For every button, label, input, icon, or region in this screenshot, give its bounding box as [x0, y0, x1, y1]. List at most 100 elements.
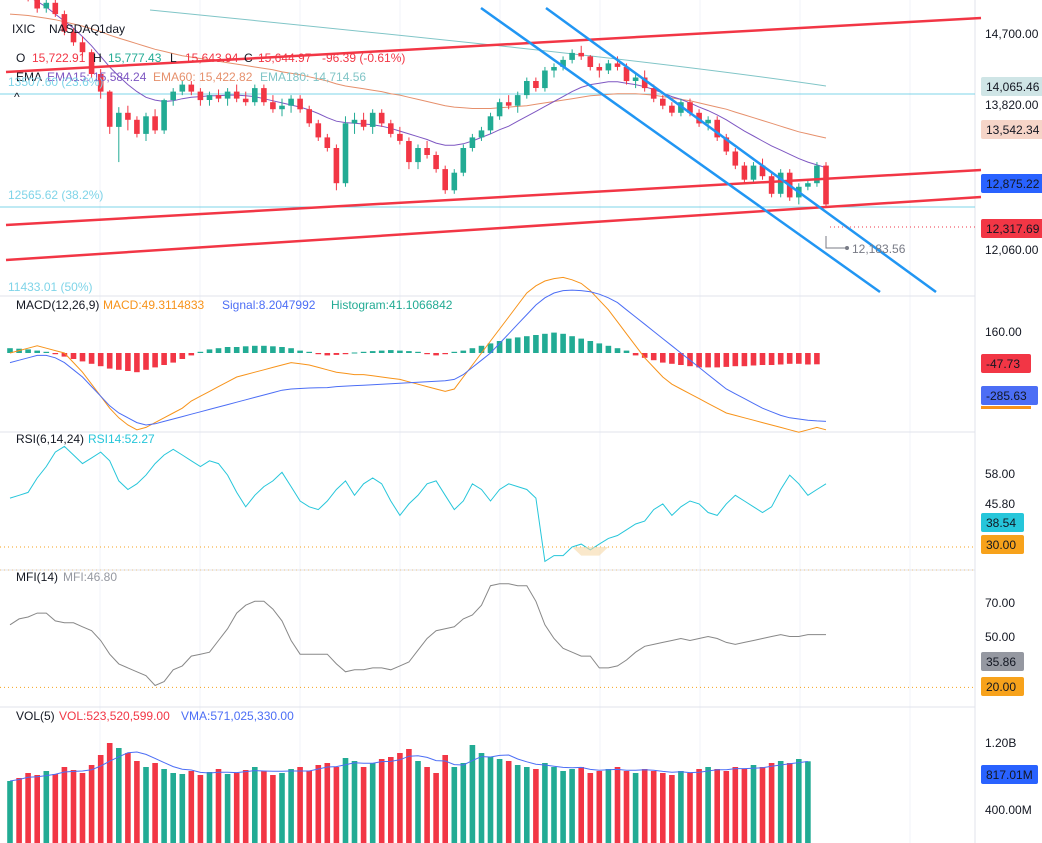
volume-bar: [750, 765, 757, 843]
candle-body: [188, 84, 195, 92]
high-value: 15,777.43: [108, 51, 162, 65]
macd-histogram-bar: [360, 351, 367, 353]
candle-body: [524, 81, 530, 96]
rsi-badge-oversold: 30.00: [986, 538, 1016, 552]
volume-bar: [161, 769, 167, 843]
macd-histogram-bar: [533, 335, 539, 353]
candle-body: [442, 169, 448, 191]
rsi-badge-oversold-bg: [981, 535, 1024, 554]
vma-line: [9, 751, 808, 782]
volume-bar: [242, 770, 249, 843]
volume-bar: [415, 761, 421, 843]
macd-histogram-bar: [415, 351, 421, 353]
candle-body: [533, 81, 539, 88]
volume-bar: [587, 773, 594, 843]
macd-histogram-bar: [705, 353, 711, 368]
marker-leader: [825, 236, 846, 249]
price-badge-ema180-bg: [981, 77, 1042, 96]
macd-histogram-bar: [696, 353, 702, 368]
macd-line: [9, 276, 827, 433]
volume-bar: [25, 773, 31, 843]
macd-histogram-bar: [678, 353, 684, 365]
macd-histogram-bar: [279, 347, 285, 353]
vol-value: VOL:523,520,599.00: [59, 709, 170, 723]
collapse-toggle[interactable]: ^: [14, 90, 20, 104]
volume-bar: [106, 743, 113, 843]
macd-histogram-bar: [252, 345, 258, 353]
volume-pane[interactable]: [7, 743, 811, 843]
rsi-pane[interactable]: [0, 445, 975, 563]
volume-bar: [451, 767, 458, 843]
volume-bar: [433, 773, 439, 843]
price-axis[interactable]: 14,700.00 13,820.00 12,060.00 14,065.46 13,5…: [981, 27, 1042, 817]
macd-badge-macd-strip: [981, 406, 1031, 409]
volume-bar: [605, 769, 612, 843]
macd-histogram-bar: [161, 353, 167, 365]
candle-body: [750, 165, 757, 180]
volume-bar: [125, 753, 131, 843]
volume-bar: [43, 771, 50, 843]
macd-pane[interactable]: [7, 276, 827, 433]
open-label: O: [16, 51, 25, 65]
volume-bar: [669, 775, 675, 843]
macd-histogram-bar: [179, 353, 186, 359]
candle-body: [406, 141, 412, 163]
candle-body: [52, 2, 59, 15]
macd-histogram-bar: [333, 353, 340, 355]
volume-bar: [777, 761, 784, 843]
macd-histogram-bar: [188, 353, 195, 356]
rsi-tick: 58.00: [985, 467, 1015, 481]
price-pane[interactable]: [0, 0, 982, 294]
volume-bar: [805, 761, 811, 843]
trendlines[interactable]: [5, 6, 982, 294]
candle-body: [315, 123, 322, 138]
macd-histogram-bar: [442, 353, 448, 355]
macd-value: MACD:49.3114833: [103, 298, 205, 312]
vol-badge-value-bg: [981, 765, 1038, 784]
volume-bar: [61, 767, 68, 843]
macd-tick: 160.00: [985, 325, 1022, 339]
volume-bar: [206, 772, 213, 843]
macd-histogram-bar: [460, 350, 467, 353]
ema60-value: EMA60: 15,422.82: [153, 70, 253, 84]
volume-bar: [551, 767, 557, 843]
macd-histogram-bar: [750, 353, 757, 366]
volume-bar: [442, 755, 448, 843]
mfi-tick: 50.00: [985, 630, 1015, 644]
marker-dot: [845, 246, 849, 250]
volume-bar: [70, 770, 77, 843]
macd-histogram-bar: [650, 353, 657, 361]
volume-bar: [324, 763, 331, 843]
candle-body: [660, 98, 666, 106]
candle-body: [650, 88, 657, 99]
candle-body: [106, 91, 113, 127]
candle-body: [351, 119, 358, 124]
candle-body: [714, 119, 720, 138]
vol-title: VOL(5): [16, 709, 55, 723]
mfi-pane[interactable]: [0, 569, 975, 688]
macd-histogram-bar: [614, 348, 621, 353]
signal-value: Signal:8.2047992: [222, 298, 316, 312]
candle-body: [224, 91, 231, 99]
volume-bar: [134, 761, 140, 843]
candle-body: [134, 119, 140, 134]
macd-histogram-bar: [88, 353, 95, 364]
macd-histogram-bar: [342, 353, 349, 355]
candle-body: [460, 148, 467, 173]
macd-histogram-bar: [433, 353, 439, 356]
macd-histogram-bar: [814, 353, 820, 365]
macd-histogram-bar: [551, 332, 557, 353]
candle-body: [34, 0, 40, 9]
macd-histogram-bar: [34, 350, 40, 353]
candle-body: [378, 112, 385, 124]
candle-body: [79, 42, 86, 53]
last-price-marker: [825, 226, 975, 250]
candle-body: [768, 176, 775, 194]
candle-body: [342, 123, 349, 184]
last-price-marker-label: 12,183.56: [852, 242, 906, 256]
candle-body: [705, 119, 711, 124]
candle-body: [369, 112, 376, 127]
volume-bar: [514, 765, 521, 843]
price-badge-ema60-bg: [981, 120, 1042, 139]
